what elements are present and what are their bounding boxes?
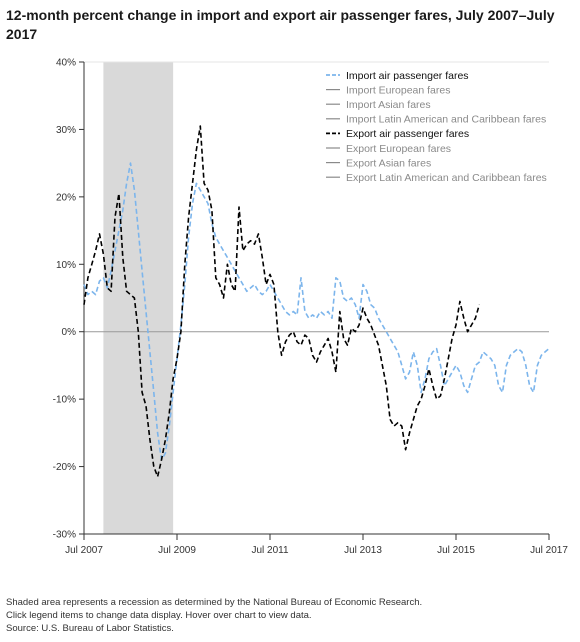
x-tick-label: Jul 2009	[158, 545, 196, 556]
x-tick-label: Jul 2007	[65, 545, 103, 556]
legend-item[interactable]: Import European fares	[326, 84, 450, 96]
y-tick-label: -20%	[53, 462, 76, 473]
chart-title: 12-month percent change in import and ex…	[6, 7, 555, 42]
x-tick-label: Jul 2013	[344, 545, 382, 556]
axis-layer: 40% 30% 20% 10% 0% -10% -20% -30% Jul 2007 Jul 20…	[53, 58, 569, 557]
legend[interactable]: Import air passenger fares Import Europea…	[326, 70, 547, 184]
footnote-recession: Shaded area represents a recession as de…	[6, 597, 423, 608]
legend-label: Import Latin American and Caribbean fare…	[346, 114, 546, 126]
y-tick-label: 0%	[62, 327, 77, 338]
y-tick-label: 30%	[56, 125, 76, 136]
footnote-source: Source: U.S. Bureau of Labor Statistics.	[6, 623, 174, 634]
recession-layer	[103, 62, 174, 534]
legend-item[interactable]: Import air passenger fares	[326, 70, 469, 82]
series-line-export[interactable]	[83, 125, 481, 478]
footnotes: Shaded area represents a recession as de…	[6, 596, 422, 635]
x-tick-label: Jul 2017	[530, 545, 568, 556]
y-tick-label: 10%	[56, 260, 76, 271]
legend-item[interactable]: Export European fares	[326, 143, 451, 155]
legend-item[interactable]: Import Latin American and Caribbean fare…	[326, 114, 546, 126]
legend-label: Export air passenger fares	[346, 128, 469, 140]
legend-label: Import air passenger fares	[346, 70, 469, 82]
y-tick-label: -10%	[53, 395, 76, 406]
legend-item[interactable]: Import Asian fares	[326, 99, 431, 111]
x-tick-label: Jul 2015	[437, 545, 475, 556]
y-tick-label: 20%	[56, 192, 76, 203]
legend-item[interactable]: Export Asian fares	[326, 157, 431, 169]
y-tick-label: 40%	[56, 58, 76, 69]
y-tick-label: -30%	[53, 530, 76, 541]
legend-label: Import European fares	[346, 84, 450, 96]
legend-label: Export Latin American and Caribbean fare…	[346, 172, 547, 184]
legend-item[interactable]: Export air passenger fares	[326, 128, 469, 140]
series-layer[interactable]	[83, 125, 550, 478]
legend-label: Import Asian fares	[346, 99, 431, 111]
footnote-instructions: Click legend items to change data displa…	[6, 610, 312, 621]
x-tick-label: Jul 2011	[251, 545, 289, 556]
recession-shading	[103, 62, 174, 534]
legend-label: Export Asian fares	[346, 157, 431, 169]
legend-item[interactable]: Export Latin American and Caribbean fare…	[326, 172, 547, 184]
legend-label: Export European fares	[346, 143, 451, 155]
